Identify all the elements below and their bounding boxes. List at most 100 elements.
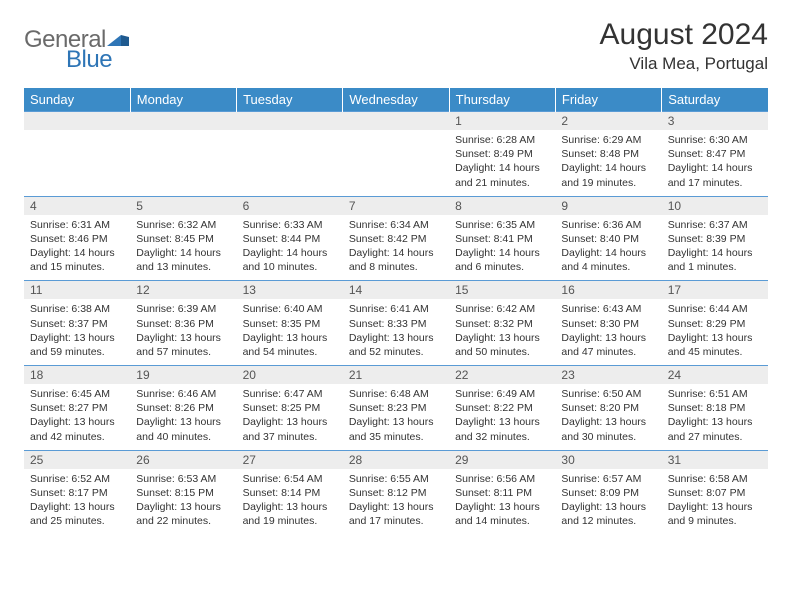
day-number: 30 [555, 450, 661, 469]
day-cell [130, 130, 236, 196]
day-cell: Sunrise: 6:35 AMSunset: 8:41 PMDaylight:… [449, 215, 555, 281]
daylight-text: Daylight: 14 hours and 6 minutes. [455, 246, 549, 274]
sunrise-text: Sunrise: 6:55 AM [349, 472, 443, 486]
day-number-row: 45678910 [24, 196, 768, 215]
daylight-text: Daylight: 13 hours and 57 minutes. [136, 331, 230, 359]
daylight-text: Daylight: 14 hours and 4 minutes. [561, 246, 655, 274]
day-number: 27 [237, 450, 343, 469]
title-block: August 2024 Vila Mea, Portugal [600, 18, 768, 74]
sunrise-text: Sunrise: 6:51 AM [668, 387, 762, 401]
sunset-text: Sunset: 8:40 PM [561, 232, 655, 246]
daylight-text: Daylight: 14 hours and 15 minutes. [30, 246, 124, 274]
day-number: 19 [130, 366, 236, 385]
sunset-text: Sunset: 8:48 PM [561, 147, 655, 161]
sunset-text: Sunset: 8:32 PM [455, 317, 549, 331]
sunset-text: Sunset: 8:35 PM [243, 317, 337, 331]
sunrise-text: Sunrise: 6:41 AM [349, 302, 443, 316]
weekday-header-row: Sunday Monday Tuesday Wednesday Thursday… [24, 88, 768, 112]
sunset-text: Sunset: 8:14 PM [243, 486, 337, 500]
sunrise-text: Sunrise: 6:30 AM [668, 133, 762, 147]
day-cell [237, 130, 343, 196]
sunrise-text: Sunrise: 6:31 AM [30, 218, 124, 232]
day-number-row: 18192021222324 [24, 366, 768, 385]
sunset-text: Sunset: 8:17 PM [30, 486, 124, 500]
sunrise-text: Sunrise: 6:43 AM [561, 302, 655, 316]
day-cell: Sunrise: 6:44 AMSunset: 8:29 PMDaylight:… [662, 299, 768, 365]
day-cell: Sunrise: 6:50 AMSunset: 8:20 PMDaylight:… [555, 384, 661, 450]
day-cell: Sunrise: 6:43 AMSunset: 8:30 PMDaylight:… [555, 299, 661, 365]
day-cell: Sunrise: 6:32 AMSunset: 8:45 PMDaylight:… [130, 215, 236, 281]
day-number [343, 112, 449, 131]
sunrise-text: Sunrise: 6:39 AM [136, 302, 230, 316]
day-cell: Sunrise: 6:48 AMSunset: 8:23 PMDaylight:… [343, 384, 449, 450]
day-number: 26 [130, 450, 236, 469]
sunrise-text: Sunrise: 6:44 AM [668, 302, 762, 316]
sunrise-text: Sunrise: 6:50 AM [561, 387, 655, 401]
header: GeneralBlue August 2024 Vila Mea, Portug… [24, 18, 768, 74]
sunrise-text: Sunrise: 6:53 AM [136, 472, 230, 486]
day-number: 5 [130, 196, 236, 215]
day-cell: Sunrise: 6:55 AMSunset: 8:12 PMDaylight:… [343, 469, 449, 535]
sunrise-text: Sunrise: 6:46 AM [136, 387, 230, 401]
daylight-text: Daylight: 13 hours and 52 minutes. [349, 331, 443, 359]
month-title: August 2024 [600, 18, 768, 52]
day-cell: Sunrise: 6:57 AMSunset: 8:09 PMDaylight:… [555, 469, 661, 535]
daylight-text: Daylight: 14 hours and 19 minutes. [561, 161, 655, 189]
sunrise-text: Sunrise: 6:33 AM [243, 218, 337, 232]
weekday-header: Wednesday [343, 88, 449, 112]
daylight-text: Daylight: 14 hours and 10 minutes. [243, 246, 337, 274]
daylight-text: Daylight: 14 hours and 17 minutes. [668, 161, 762, 189]
sunset-text: Sunset: 8:47 PM [668, 147, 762, 161]
sunrise-text: Sunrise: 6:48 AM [349, 387, 443, 401]
daylight-text: Daylight: 13 hours and 27 minutes. [668, 415, 762, 443]
sunset-text: Sunset: 8:26 PM [136, 401, 230, 415]
sunset-text: Sunset: 8:09 PM [561, 486, 655, 500]
day-number: 3 [662, 112, 768, 131]
sunset-text: Sunset: 8:45 PM [136, 232, 230, 246]
sunset-text: Sunset: 8:36 PM [136, 317, 230, 331]
day-cell: Sunrise: 6:47 AMSunset: 8:25 PMDaylight:… [237, 384, 343, 450]
daylight-text: Daylight: 13 hours and 40 minutes. [136, 415, 230, 443]
day-number: 21 [343, 366, 449, 385]
daylight-text: Daylight: 14 hours and 13 minutes. [136, 246, 230, 274]
day-cell [343, 130, 449, 196]
sunrise-text: Sunrise: 6:57 AM [561, 472, 655, 486]
sunrise-text: Sunrise: 6:32 AM [136, 218, 230, 232]
sunset-text: Sunset: 8:25 PM [243, 401, 337, 415]
day-number [130, 112, 236, 131]
daylight-text: Daylight: 14 hours and 21 minutes. [455, 161, 549, 189]
day-content-row: Sunrise: 6:31 AMSunset: 8:46 PMDaylight:… [24, 215, 768, 281]
day-cell: Sunrise: 6:37 AMSunset: 8:39 PMDaylight:… [662, 215, 768, 281]
sunset-text: Sunset: 8:12 PM [349, 486, 443, 500]
day-number-row: 25262728293031 [24, 450, 768, 469]
sunrise-text: Sunrise: 6:56 AM [455, 472, 549, 486]
day-number: 10 [662, 196, 768, 215]
daylight-text: Daylight: 13 hours and 25 minutes. [30, 500, 124, 528]
day-number: 12 [130, 281, 236, 300]
daylight-text: Daylight: 13 hours and 54 minutes. [243, 331, 337, 359]
day-number: 14 [343, 281, 449, 300]
sunset-text: Sunset: 8:46 PM [30, 232, 124, 246]
day-cell: Sunrise: 6:41 AMSunset: 8:33 PMDaylight:… [343, 299, 449, 365]
daylight-text: Daylight: 13 hours and 14 minutes. [455, 500, 549, 528]
day-content-row: Sunrise: 6:52 AMSunset: 8:17 PMDaylight:… [24, 469, 768, 535]
location: Vila Mea, Portugal [600, 54, 768, 74]
weekday-header: Tuesday [237, 88, 343, 112]
day-number: 15 [449, 281, 555, 300]
daylight-text: Daylight: 14 hours and 1 minutes. [668, 246, 762, 274]
daylight-text: Daylight: 13 hours and 42 minutes. [30, 415, 124, 443]
sunset-text: Sunset: 8:22 PM [455, 401, 549, 415]
sunrise-text: Sunrise: 6:42 AM [455, 302, 549, 316]
day-cell: Sunrise: 6:49 AMSunset: 8:22 PMDaylight:… [449, 384, 555, 450]
day-number: 31 [662, 450, 768, 469]
day-cell: Sunrise: 6:52 AMSunset: 8:17 PMDaylight:… [24, 469, 130, 535]
weekday-header: Thursday [449, 88, 555, 112]
sunset-text: Sunset: 8:11 PM [455, 486, 549, 500]
sunrise-text: Sunrise: 6:52 AM [30, 472, 124, 486]
weekday-header: Monday [130, 88, 236, 112]
sunset-text: Sunset: 8:33 PM [349, 317, 443, 331]
day-cell: Sunrise: 6:42 AMSunset: 8:32 PMDaylight:… [449, 299, 555, 365]
day-cell: Sunrise: 6:29 AMSunset: 8:48 PMDaylight:… [555, 130, 661, 196]
day-number: 18 [24, 366, 130, 385]
sunset-text: Sunset: 8:30 PM [561, 317, 655, 331]
